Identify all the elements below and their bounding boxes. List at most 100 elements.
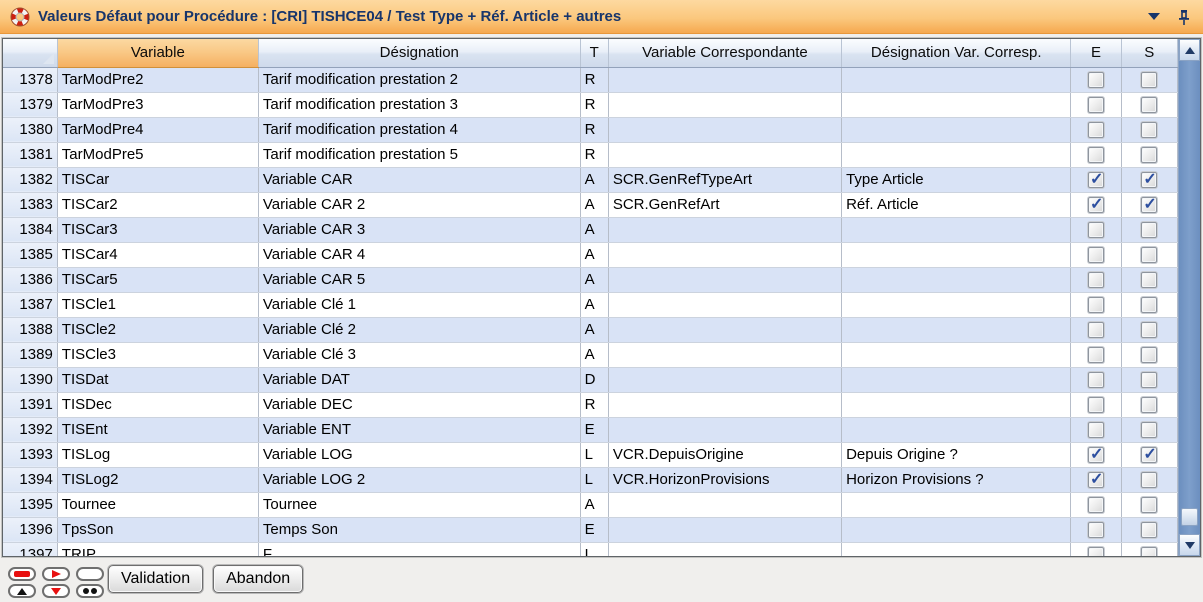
row-number[interactable]: 1384: [3, 217, 58, 243]
e-checkbox[interactable]: [1087, 272, 1104, 289]
row-number[interactable]: 1395: [3, 492, 58, 518]
cell-variable[interactable]: TISCar2: [57, 192, 259, 218]
cell-variable-correspondante[interactable]: VCR.HorizonProvisions: [608, 467, 843, 493]
cell-designation-var-corresp[interactable]: Depuis Origine ?: [841, 442, 1072, 468]
table-row[interactable]: 1382 TISCar Variable CAR A SCR.GenRefTypeArt…: [3, 167, 1178, 193]
cell-designation[interactable]: Tournee: [258, 492, 581, 518]
cell-variable[interactable]: TRIP: [57, 542, 259, 556]
column-header-s[interactable]: S: [1121, 39, 1178, 68]
s-checkbox[interactable]: [1141, 522, 1158, 539]
cell-designation[interactable]: Variable CAR 5: [258, 267, 581, 293]
column-header-row-number[interactable]: [3, 39, 58, 68]
cell-designation-var-corresp[interactable]: Type Article: [841, 167, 1072, 193]
cell-variable[interactable]: TISCar5: [57, 267, 259, 293]
row-number[interactable]: 1391: [3, 392, 58, 418]
cell-designation[interactable]: Variable CAR 2: [258, 192, 581, 218]
cell-variable[interactable]: TISLog2: [57, 467, 259, 493]
row-number[interactable]: 1385: [3, 242, 58, 268]
cell-type[interactable]: A: [580, 267, 609, 293]
cell-type[interactable]: E: [580, 517, 609, 543]
row-number[interactable]: 1382: [3, 167, 58, 193]
cell-type[interactable]: L: [580, 542, 609, 556]
cell-designation[interactable]: F: [258, 542, 581, 556]
cell-variable-correspondante[interactable]: SCR.GenRefArt: [608, 192, 843, 218]
cell-variable[interactable]: TpsSon: [57, 517, 259, 543]
cell-designation-var-corresp[interactable]: Réf. Article: [841, 192, 1072, 218]
s-checkbox[interactable]: [1141, 247, 1158, 264]
table-row[interactable]: 1390 TISDat Variable DAT D: [3, 367, 1178, 393]
cell-variable[interactable]: TISCar3: [57, 217, 259, 243]
cell-designation[interactable]: Variable Clé 3: [258, 342, 581, 368]
s-checkbox[interactable]: [1141, 194, 1158, 214]
e-checkbox[interactable]: [1087, 422, 1104, 439]
e-checkbox[interactable]: [1087, 372, 1104, 389]
s-checkbox[interactable]: [1141, 272, 1158, 289]
cell-variable[interactable]: TISDec: [57, 392, 259, 418]
cell-designation[interactable]: Tarif modification prestation 4: [258, 117, 581, 143]
cell-variable-correspondante[interactable]: [608, 292, 843, 318]
cell-variable[interactable]: TISLog: [57, 442, 259, 468]
row-number[interactable]: 1390: [3, 367, 58, 393]
cell-designation-var-corresp[interactable]: [841, 142, 1072, 168]
cell-designation-var-corresp[interactable]: [841, 317, 1072, 343]
cell-designation[interactable]: Variable Clé 2: [258, 317, 581, 343]
cell-variable-correspondante[interactable]: [608, 517, 843, 543]
cell-designation[interactable]: Variable LOG: [258, 442, 581, 468]
table-row[interactable]: 1378 TarModPre2 Tarif modification prestat…: [3, 67, 1178, 93]
e-checkbox[interactable]: [1087, 194, 1104, 214]
scrollbar-track[interactable]: [1179, 61, 1200, 534]
cell-type[interactable]: A: [580, 317, 609, 343]
pushpin-icon[interactable]: [1173, 7, 1195, 27]
cell-variable-correspondante[interactable]: VCR.DepuisOrigine: [608, 442, 843, 468]
e-checkbox[interactable]: [1087, 169, 1104, 189]
cell-variable-correspondante[interactable]: [608, 392, 843, 418]
cell-type[interactable]: A: [580, 292, 609, 318]
row-number[interactable]: 1378: [3, 67, 58, 93]
s-checkbox[interactable]: [1141, 122, 1158, 139]
cell-variable-correspondante[interactable]: [608, 242, 843, 268]
row-number[interactable]: 1393: [3, 442, 58, 468]
cell-variable[interactable]: Tournee: [57, 492, 259, 518]
cell-variable-correspondante[interactable]: [608, 217, 843, 243]
cell-designation-var-corresp[interactable]: [841, 492, 1072, 518]
s-checkbox[interactable]: [1141, 347, 1158, 364]
cell-designation-var-corresp[interactable]: [841, 542, 1072, 556]
row-number[interactable]: 1388: [3, 317, 58, 343]
cell-designation-var-corresp[interactable]: [841, 517, 1072, 543]
cell-variable-correspondante[interactable]: [608, 92, 843, 118]
s-checkbox[interactable]: [1141, 397, 1158, 414]
e-checkbox[interactable]: [1087, 397, 1104, 414]
scrollbar-thumb[interactable]: [1181, 508, 1198, 526]
cell-variable[interactable]: TISCar: [57, 167, 259, 193]
cell-variable-correspondante[interactable]: [608, 67, 843, 93]
e-checkbox[interactable]: [1087, 547, 1104, 556]
cell-variable[interactable]: TarModPre5: [57, 142, 259, 168]
blank-record-icon[interactable]: [76, 567, 104, 581]
cell-designation-var-corresp[interactable]: Horizon Provisions ?: [841, 467, 1072, 493]
e-checkbox[interactable]: [1087, 247, 1104, 264]
cell-type[interactable]: A: [580, 167, 609, 193]
cell-variable-correspondante[interactable]: [608, 317, 843, 343]
cell-type[interactable]: L: [580, 442, 609, 468]
cell-designation[interactable]: Tarif modification prestation 3: [258, 92, 581, 118]
chevron-down-icon[interactable]: [1143, 7, 1165, 27]
e-checkbox[interactable]: [1087, 147, 1104, 164]
cell-variable-correspondante[interactable]: [608, 417, 843, 443]
e-checkbox[interactable]: [1087, 469, 1104, 489]
s-checkbox[interactable]: [1141, 97, 1158, 114]
cell-designation[interactable]: Variable CAR: [258, 167, 581, 193]
column-header-e[interactable]: E: [1070, 39, 1122, 68]
table-row[interactable]: 1393 TISLog Variable LOG L VCR.DepuisOrigine…: [3, 442, 1178, 468]
cell-variable-correspondante[interactable]: [608, 117, 843, 143]
table-row[interactable]: 1391 TISDec Variable DEC R: [3, 392, 1178, 418]
cell-designation[interactable]: Variable CAR 3: [258, 217, 581, 243]
s-checkbox[interactable]: [1141, 72, 1158, 89]
cell-variable-correspondante[interactable]: [608, 542, 843, 556]
cell-designation-var-corresp[interactable]: [841, 417, 1072, 443]
cell-variable[interactable]: TarModPre2: [57, 67, 259, 93]
cell-type[interactable]: A: [580, 492, 609, 518]
cell-variable[interactable]: TISCar4: [57, 242, 259, 268]
cell-type[interactable]: A: [580, 242, 609, 268]
